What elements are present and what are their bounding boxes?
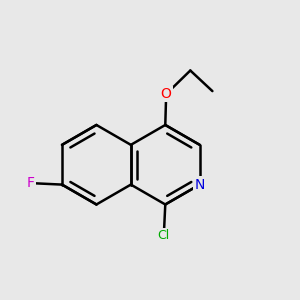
Text: O: O	[161, 87, 172, 101]
Text: Cl: Cl	[158, 229, 170, 242]
Text: F: F	[27, 176, 35, 190]
Text: N: N	[194, 178, 205, 192]
